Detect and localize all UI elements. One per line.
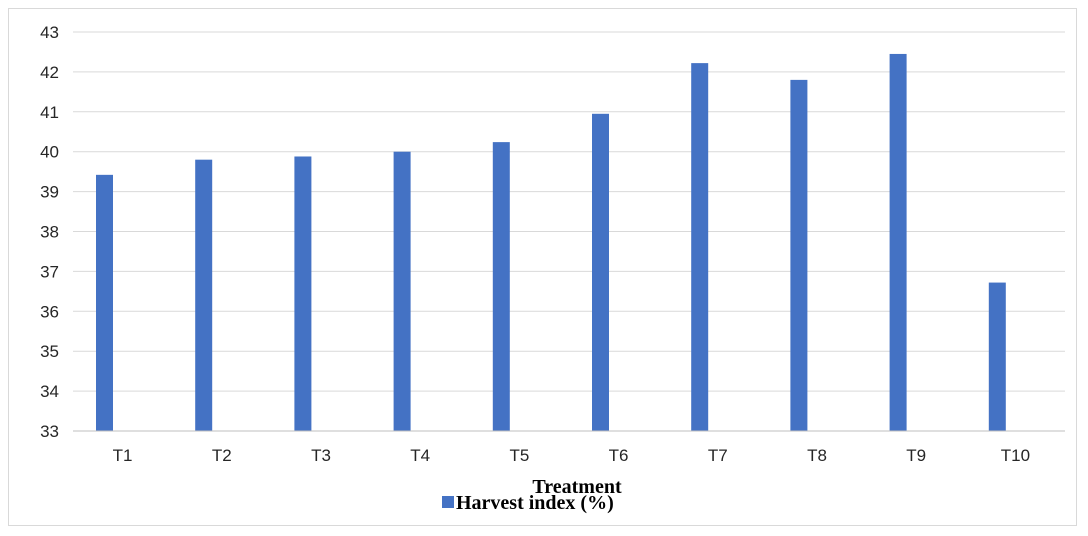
x-tick-label: T9: [906, 446, 926, 465]
x-tick-label: T8: [807, 446, 827, 465]
y-tick-label: 42: [40, 63, 59, 82]
x-tick-label: T1: [113, 446, 133, 465]
x-tick-label: T10: [1001, 446, 1030, 465]
bar-t6: [592, 113, 609, 432]
y-tick-label: 40: [40, 143, 59, 162]
x-tick-label: T5: [509, 446, 529, 465]
y-tick-label: 39: [40, 183, 59, 202]
gridlines: [73, 31, 1065, 392]
x-tick-label: T2: [212, 446, 232, 465]
bar-t7: [691, 63, 709, 431]
bar-t1: [96, 174, 113, 432]
y-tick-label: 34: [40, 382, 59, 401]
harvest-index-chart: 33 34 35 36 37 38 39 40 41 42 43 T1 T2 T3 T4 T5 T6 T7 T8 T9…: [40, 23, 1065, 514]
legend: Harvest index (%): [442, 492, 614, 514]
x-tick-label: T3: [311, 446, 331, 465]
y-tick-label: 37: [40, 262, 59, 281]
x-axis-title: Treatment: [532, 476, 622, 498]
x-tick-label: T4: [410, 446, 430, 465]
chart-frame: 33 34 35 36 37 38 39 40 41 42 43 T1 T2 T3 T4 T5 T6 T7 T8 T9…: [8, 8, 1077, 526]
y-tick-label: 43: [40, 23, 59, 42]
bars: [96, 53, 1006, 432]
bar-t9: [889, 53, 907, 431]
bar-t10: [988, 282, 1006, 431]
bar-t2: [195, 159, 213, 431]
legend-swatch: [442, 496, 454, 508]
y-tick-label: 33: [40, 422, 59, 441]
y-tick-label: 35: [40, 342, 59, 361]
x-tick-label: T6: [609, 446, 629, 465]
bar-t8: [790, 79, 808, 431]
bar-t5: [492, 142, 510, 431]
x-tick-label: T7: [708, 446, 728, 465]
legend-label: Harvest index (%): [456, 492, 614, 514]
y-tick-label: 38: [40, 223, 59, 242]
bar-t3: [294, 156, 312, 431]
y-tick-label: 36: [40, 302, 59, 321]
bar-t4: [393, 151, 411, 431]
y-tick-label: 41: [40, 103, 59, 122]
axes: 33 34 35 36 37 38 39 40 41 42 43 T1 T2 T3 T4 T5 T6 T7 T8 T9…: [40, 23, 1065, 465]
